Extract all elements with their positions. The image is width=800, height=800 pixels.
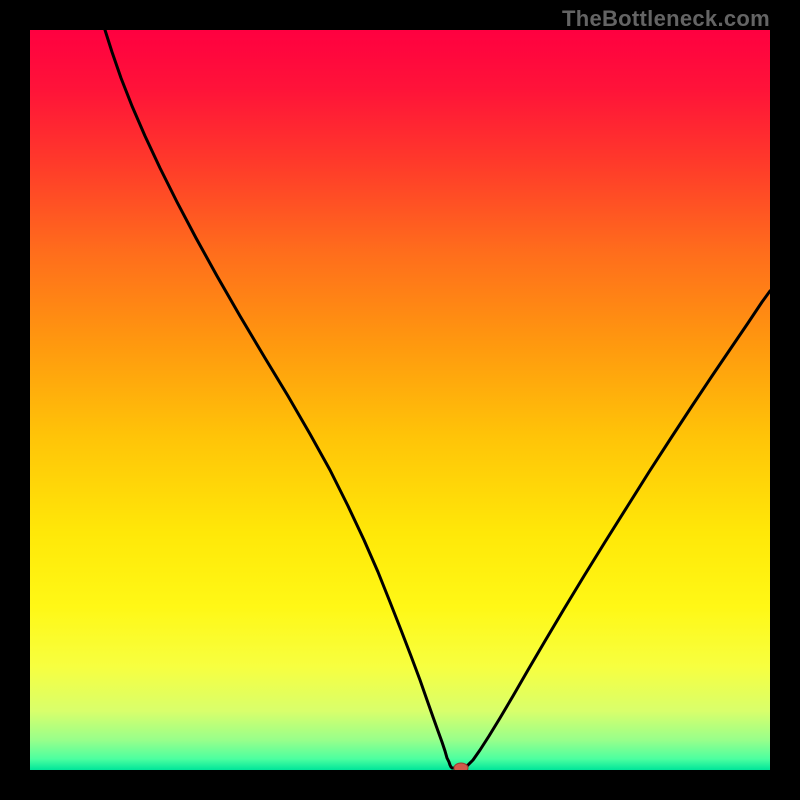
bottleneck-curve-chart [30, 30, 770, 770]
gradient-background [30, 30, 770, 770]
optimal-point-marker [454, 763, 468, 770]
chart-container: TheBottleneck.com [0, 0, 800, 800]
watermark-text: TheBottleneck.com [562, 6, 770, 32]
plot-area [30, 30, 770, 770]
